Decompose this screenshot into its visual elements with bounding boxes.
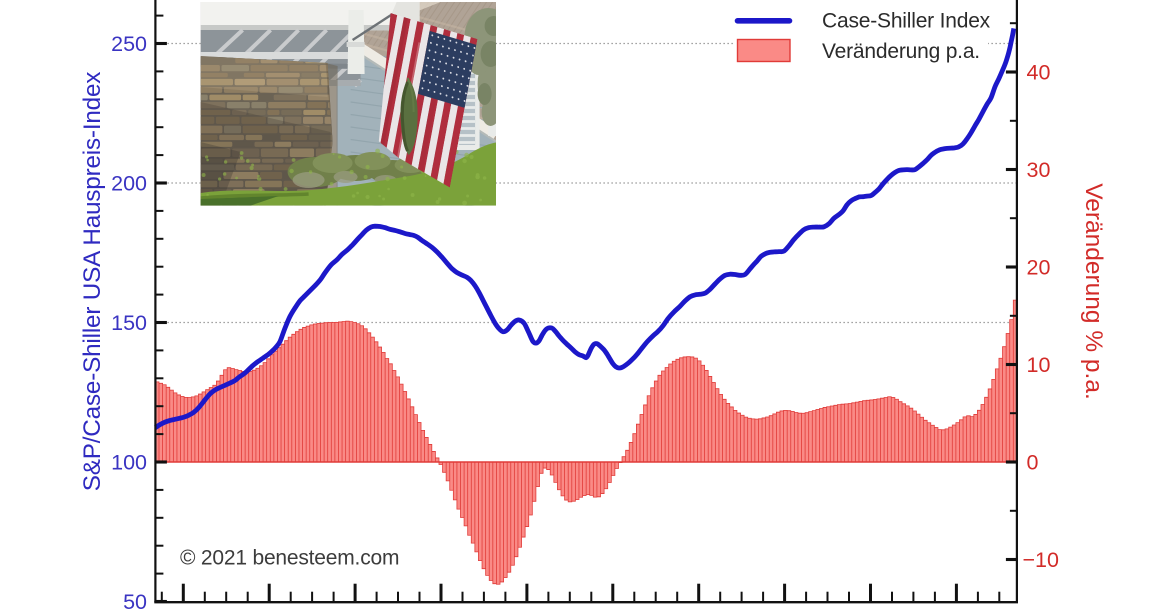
svg-text:250: 250 xyxy=(111,32,147,56)
svg-text:−10: −10 xyxy=(1023,548,1060,572)
svg-text:Veränderung % p.a.: Veränderung % p.a. xyxy=(1080,183,1107,400)
svg-text:Case-Shiller Index: Case-Shiller Index xyxy=(822,10,991,33)
svg-text:100: 100 xyxy=(111,451,147,475)
svg-text:30: 30 xyxy=(1027,158,1051,182)
svg-text:Veränderung p.a.: Veränderung p.a. xyxy=(822,40,980,63)
svg-text:40: 40 xyxy=(1027,61,1051,85)
svg-text:50: 50 xyxy=(123,590,147,610)
svg-text:150: 150 xyxy=(111,311,147,335)
svg-text:0: 0 xyxy=(1027,451,1039,475)
svg-text:S&P/Case-Shiller USA Hauspreis: S&P/Case-Shiller USA Hauspreis-Index xyxy=(79,72,106,492)
svg-text:10: 10 xyxy=(1027,353,1051,377)
svg-text:© 2021 benesteem.com: © 2021 benesteem.com xyxy=(180,547,399,570)
svg-text:20: 20 xyxy=(1027,256,1051,280)
svg-text:200: 200 xyxy=(111,172,147,196)
